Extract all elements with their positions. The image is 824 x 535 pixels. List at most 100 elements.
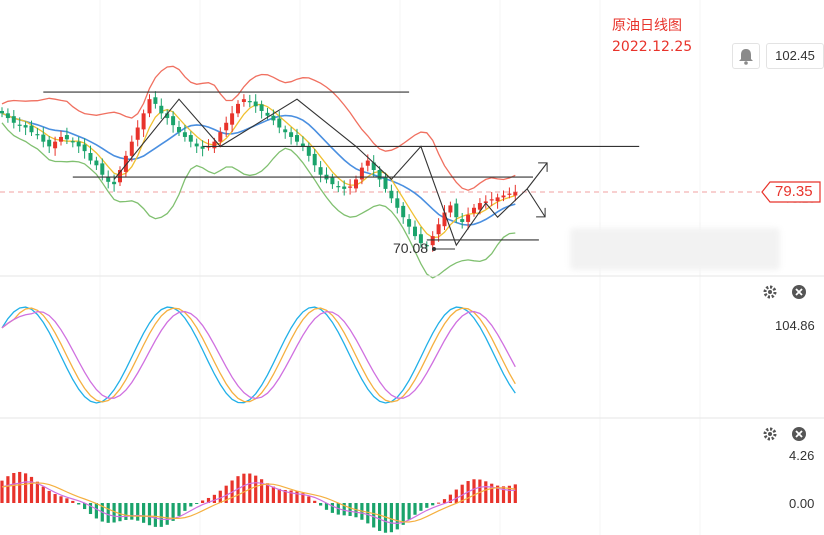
candle-down xyxy=(306,146,311,156)
macd-bar-positive xyxy=(65,498,69,503)
candle-down xyxy=(300,143,305,147)
macd-bar-positive xyxy=(289,490,293,503)
macd-bar-positive xyxy=(236,476,240,503)
macd-close-button[interactable] xyxy=(791,426,807,442)
macd-bar-positive xyxy=(513,484,517,503)
candle-up xyxy=(53,141,58,149)
macd-bar-negative xyxy=(389,503,393,533)
candle-down xyxy=(259,104,264,111)
obscured-region xyxy=(570,228,780,270)
candle-down xyxy=(100,163,105,175)
close-icon xyxy=(792,285,806,299)
candle-down xyxy=(200,146,205,149)
candle-down xyxy=(17,124,22,126)
candle-down xyxy=(336,186,341,188)
oscillator-lines xyxy=(1,306,516,404)
macd-bar-positive xyxy=(41,486,45,503)
candle-up xyxy=(430,236,435,246)
macd-bar-positive xyxy=(254,475,258,503)
candle-down xyxy=(153,97,158,104)
candle-down xyxy=(29,125,34,133)
macd-bar-negative xyxy=(348,503,352,516)
macd-bar-positive xyxy=(295,491,299,503)
candle-down xyxy=(247,101,252,103)
candle-down xyxy=(182,132,187,137)
macd-bar-positive xyxy=(490,483,494,503)
moving-average-blue xyxy=(1,112,516,226)
macd-bar-negative xyxy=(112,503,116,523)
candle-down xyxy=(383,177,388,189)
candle-down xyxy=(318,167,323,175)
moving-average-yellow xyxy=(1,103,516,239)
candle-up xyxy=(218,132,223,142)
macd-bar-negative xyxy=(419,503,423,511)
macd-bar-positive xyxy=(201,500,205,503)
current-price-value: 79.35 xyxy=(775,183,813,200)
macd-bar-positive xyxy=(35,481,39,503)
candle-down xyxy=(82,144,87,152)
candle-down xyxy=(277,118,282,128)
macd-bar-positive xyxy=(277,488,281,503)
macd-bar-positive xyxy=(496,485,500,503)
macd-bar-positive xyxy=(24,473,28,503)
candle-down xyxy=(76,141,81,147)
candle-down xyxy=(70,141,75,143)
zigzag-wave-line xyxy=(113,98,528,247)
candle-up xyxy=(472,207,476,213)
chart-date: 2022.12.25 xyxy=(612,39,693,55)
candle-down xyxy=(23,125,28,128)
candle-down xyxy=(35,134,40,136)
bollinger-upper-line xyxy=(1,65,516,191)
candle-up xyxy=(236,103,240,114)
macd-bar-negative xyxy=(83,503,87,510)
candle-down xyxy=(177,127,181,133)
macd-bar-negative xyxy=(324,503,329,510)
macd-bar-positive xyxy=(12,473,16,503)
candle-down xyxy=(271,115,276,121)
macd-bar-positive xyxy=(265,483,270,503)
bollinger-bands xyxy=(1,65,516,279)
macd-bar-positive xyxy=(507,485,511,503)
candle-up xyxy=(354,179,358,189)
candle-up xyxy=(501,195,506,198)
chart-title: 原油日线图 xyxy=(612,18,682,34)
candle-up xyxy=(224,122,229,131)
macd-bar-negative xyxy=(165,503,169,525)
oscillator-fast-line xyxy=(1,306,516,404)
alert-button[interactable] xyxy=(732,43,760,69)
low-price-label: 70.08 xyxy=(393,240,428,256)
osc-close-button[interactable] xyxy=(791,284,807,300)
candle-up xyxy=(118,170,122,183)
macd-bar-negative xyxy=(177,503,181,516)
macd-bar-positive xyxy=(260,479,264,503)
candle-down xyxy=(424,245,429,247)
macd-bar-positive xyxy=(283,489,287,503)
macd-zero-label: 0.00 xyxy=(789,496,815,511)
candle-down xyxy=(171,116,176,126)
arrowhead xyxy=(536,207,546,218)
macd-bar-negative xyxy=(94,503,98,519)
osc-settings-button[interactable] xyxy=(762,284,778,300)
macd-bar-negative xyxy=(366,503,370,524)
candle-down xyxy=(41,134,46,142)
macd-bar-positive xyxy=(248,473,252,503)
macd-bar-negative xyxy=(372,503,376,528)
oscillator-slow-line xyxy=(1,310,516,400)
candle-up xyxy=(230,113,235,125)
macd-bar-positive xyxy=(460,484,464,503)
candle-up xyxy=(436,224,441,235)
macd-bar-positive xyxy=(437,502,441,504)
candle-down xyxy=(312,153,317,166)
macd-bar-negative xyxy=(142,503,146,523)
macd-settings-button[interactable] xyxy=(762,426,778,442)
candle-up xyxy=(212,141,217,149)
candle-down xyxy=(295,135,299,142)
macd-bar-negative xyxy=(159,503,163,527)
candle-down xyxy=(377,170,382,180)
macd-bar-positive xyxy=(271,486,275,503)
candle-down xyxy=(106,176,111,182)
macd-bar-negative xyxy=(77,503,81,505)
bell-icon xyxy=(739,49,753,65)
macd-bar-positive xyxy=(478,479,482,503)
